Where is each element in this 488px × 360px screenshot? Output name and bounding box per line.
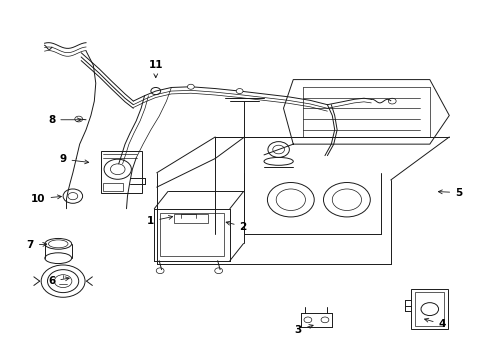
Text: 7: 7 [26,240,47,250]
Text: 8: 8 [48,115,81,125]
Bar [173,214,207,223]
Text: 4: 4 [424,318,445,329]
Bar [414,292,443,326]
Text: 10: 10 [31,194,61,204]
Text: 6: 6 [48,276,69,286]
Bar [160,213,224,256]
Text: 5: 5 [437,188,462,198]
Text: 9: 9 [59,154,88,164]
Text: 11: 11 [148,60,163,78]
Bar [410,289,447,329]
Text: 3: 3 [294,325,312,335]
Circle shape [236,89,243,94]
Text: 1: 1 [147,216,172,226]
Bar [101,151,142,193]
Bar [103,183,122,192]
Circle shape [187,84,194,89]
Text: 2: 2 [225,221,246,231]
